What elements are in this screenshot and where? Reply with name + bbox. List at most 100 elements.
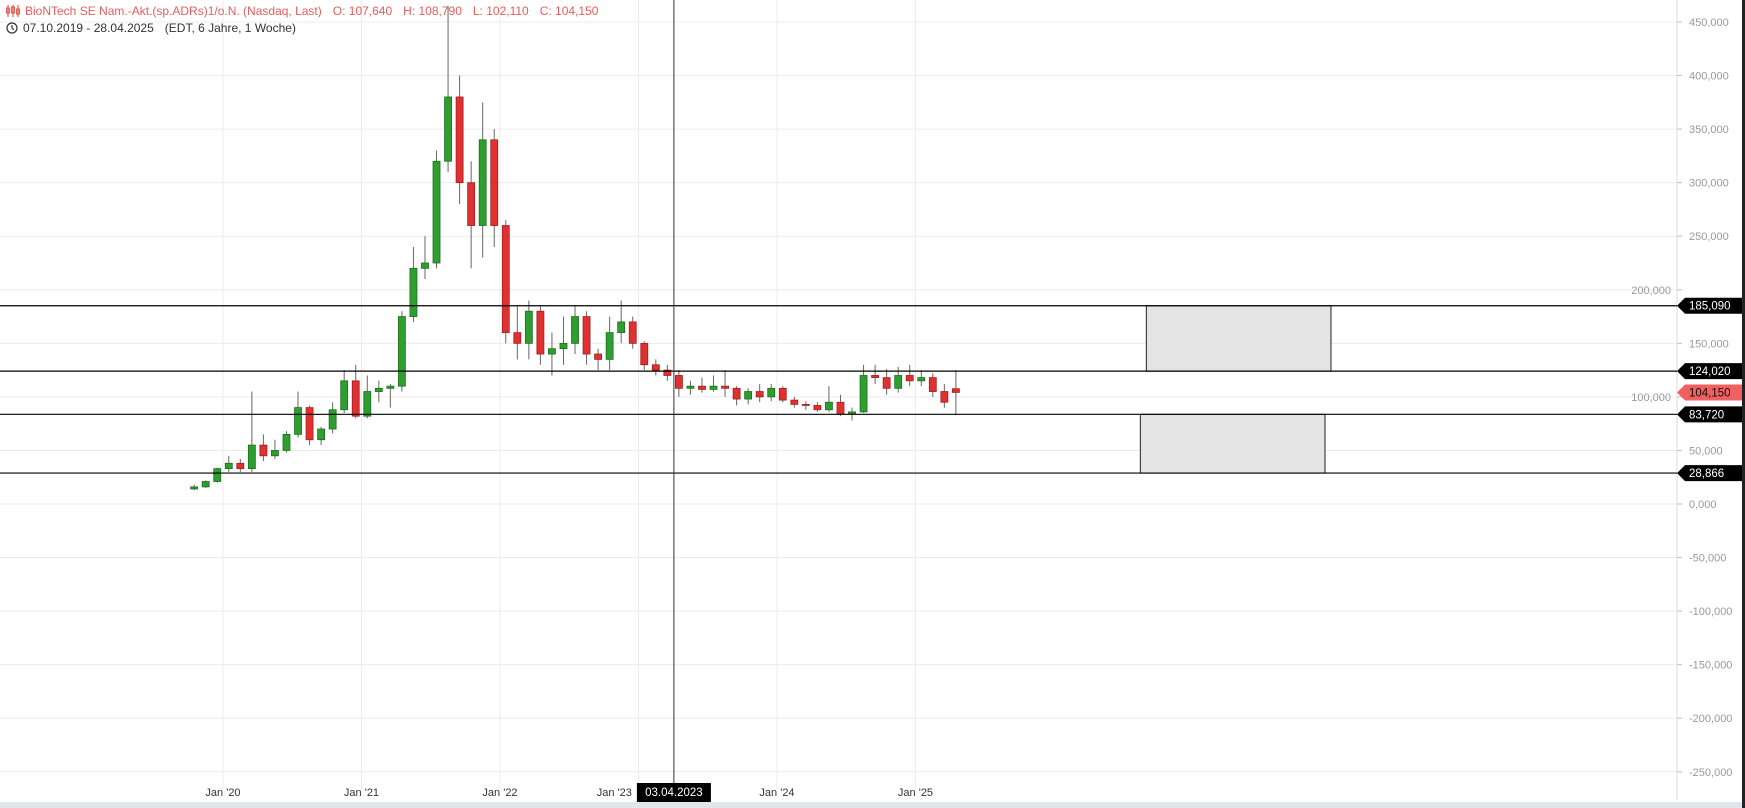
candle-down	[351, 380, 360, 417]
candle-up	[397, 316, 406, 387]
x-tick-label: Jan '25	[898, 787, 933, 799]
low-value: L: 102,110	[472, 4, 529, 18]
candle-down	[778, 387, 787, 401]
candle-up	[859, 375, 868, 413]
candle-up	[271, 450, 279, 457]
x-tick-label: Jan '20	[205, 787, 240, 799]
zone-rectangle[interactable]	[1139, 413, 1326, 474]
x-tick-label: Jan '21	[344, 787, 379, 799]
candle-down	[455, 96, 464, 184]
candle-down	[640, 342, 649, 366]
y-tick-label: 150,000	[1689, 338, 1729, 350]
y-tick-label: 0,000	[1689, 499, 1717, 511]
y-tick-label: -100,000	[1689, 606, 1732, 618]
candle-up	[605, 332, 614, 360]
candle-up	[709, 385, 718, 390]
y-tick-label: 350,000	[1689, 124, 1729, 136]
close-value: C: 104,150	[539, 4, 599, 18]
candle-down	[467, 182, 476, 226]
horizontal-line-price-label: 124,020	[1689, 366, 1731, 378]
candle-down	[501, 225, 510, 334]
crosshair-date-label: 03.04.2023	[645, 787, 703, 799]
x-axis-strip	[0, 802, 1745, 808]
candle-up	[444, 96, 452, 162]
candle-down	[674, 375, 683, 389]
candle-up	[282, 433, 291, 451]
candle-down	[721, 385, 729, 389]
candle-down	[905, 375, 914, 382]
y-tick-label: 200,000	[1631, 285, 1671, 297]
open-value: O: 107,640	[332, 4, 393, 18]
candle-down	[790, 399, 799, 405]
candle-down	[882, 377, 891, 389]
candle-up	[548, 348, 556, 355]
x-tick-label: Jan '23	[597, 787, 632, 799]
horizontal-line-price-tag	[1677, 363, 1742, 380]
candle-up	[340, 380, 349, 411]
candle-up	[386, 385, 395, 389]
range-info: 07.10.2019 - 28.04.2025 (EDT, 6 Jahre, 1…	[6, 21, 296, 35]
horizontal-line-price-tag	[1677, 406, 1742, 423]
candle-up	[224, 462, 233, 470]
candle-down	[732, 387, 741, 400]
y-tick-label: -50,000	[1689, 553, 1726, 565]
y-tick-label: -200,000	[1689, 713, 1732, 725]
candle-down	[628, 321, 637, 344]
y-tick-label: -150,000	[1689, 660, 1732, 672]
candle-down	[513, 332, 522, 344]
candle-up	[917, 377, 926, 382]
chart-header: BioNTech SE Nam.-Akt.(sp.ADRs)1/o.N. (Na…	[6, 4, 598, 18]
candle-up	[317, 428, 326, 441]
candle-down	[813, 405, 822, 411]
candle-up	[247, 444, 256, 470]
x-tick-label: Jan '24	[759, 787, 794, 799]
candle-down	[801, 403, 810, 406]
candle-up	[825, 401, 833, 411]
candle-down	[259, 444, 268, 457]
candle-up	[328, 409, 337, 430]
x-tick-label: Jan '22	[482, 787, 517, 799]
candle-up	[213, 468, 222, 482]
candle-down	[698, 385, 706, 390]
candle-up	[363, 391, 372, 417]
candle-down	[755, 391, 764, 398]
candle-up	[409, 267, 418, 317]
candle-up	[374, 387, 383, 392]
candle-down	[582, 316, 591, 355]
candle-up	[478, 139, 487, 226]
candlestick-icon	[6, 5, 20, 17]
y-tick-label: 300,000	[1689, 178, 1729, 190]
candle-down	[594, 353, 603, 360]
zone-rectangle[interactable]	[1145, 305, 1332, 372]
chart-right-border	[1742, 0, 1745, 808]
candle-down	[651, 364, 660, 371]
candle-down	[305, 407, 314, 441]
candle-down	[490, 139, 499, 226]
horizontal-line-price-label: 28,866	[1689, 468, 1724, 480]
last-price-tag	[1677, 384, 1742, 401]
range-details: (EDT, 6 Jahre, 1 Woche)	[164, 21, 296, 35]
horizontal-line-price-label: 185,090	[1689, 301, 1731, 313]
candle-up	[617, 321, 626, 334]
candle-down	[236, 462, 245, 470]
y-tick-label: 100,000	[1631, 392, 1671, 404]
candle-down	[871, 375, 880, 379]
y-tick-label: -250,000	[1689, 767, 1732, 779]
candle-up	[559, 342, 568, 350]
candle-up	[432, 160, 441, 264]
candle-up	[894, 375, 903, 389]
candle-down	[940, 391, 949, 403]
candle-down	[836, 401, 845, 415]
candle-up	[524, 310, 533, 344]
candle-up	[421, 262, 429, 269]
high-value: H: 108,790	[403, 4, 462, 18]
horizontal-line-price-label: 83,720	[1689, 409, 1724, 421]
y-tick-label: 250,000	[1689, 231, 1729, 243]
candle-down	[663, 369, 672, 376]
instrument-title: BioNTech SE Nam.-Akt.(sp.ADRs)1/o.N. (Na…	[25, 4, 322, 18]
candle-up	[294, 407, 302, 435]
candle-up	[201, 481, 210, 488]
crosshair-date-tag	[636, 783, 711, 802]
candle-up	[848, 411, 856, 415]
